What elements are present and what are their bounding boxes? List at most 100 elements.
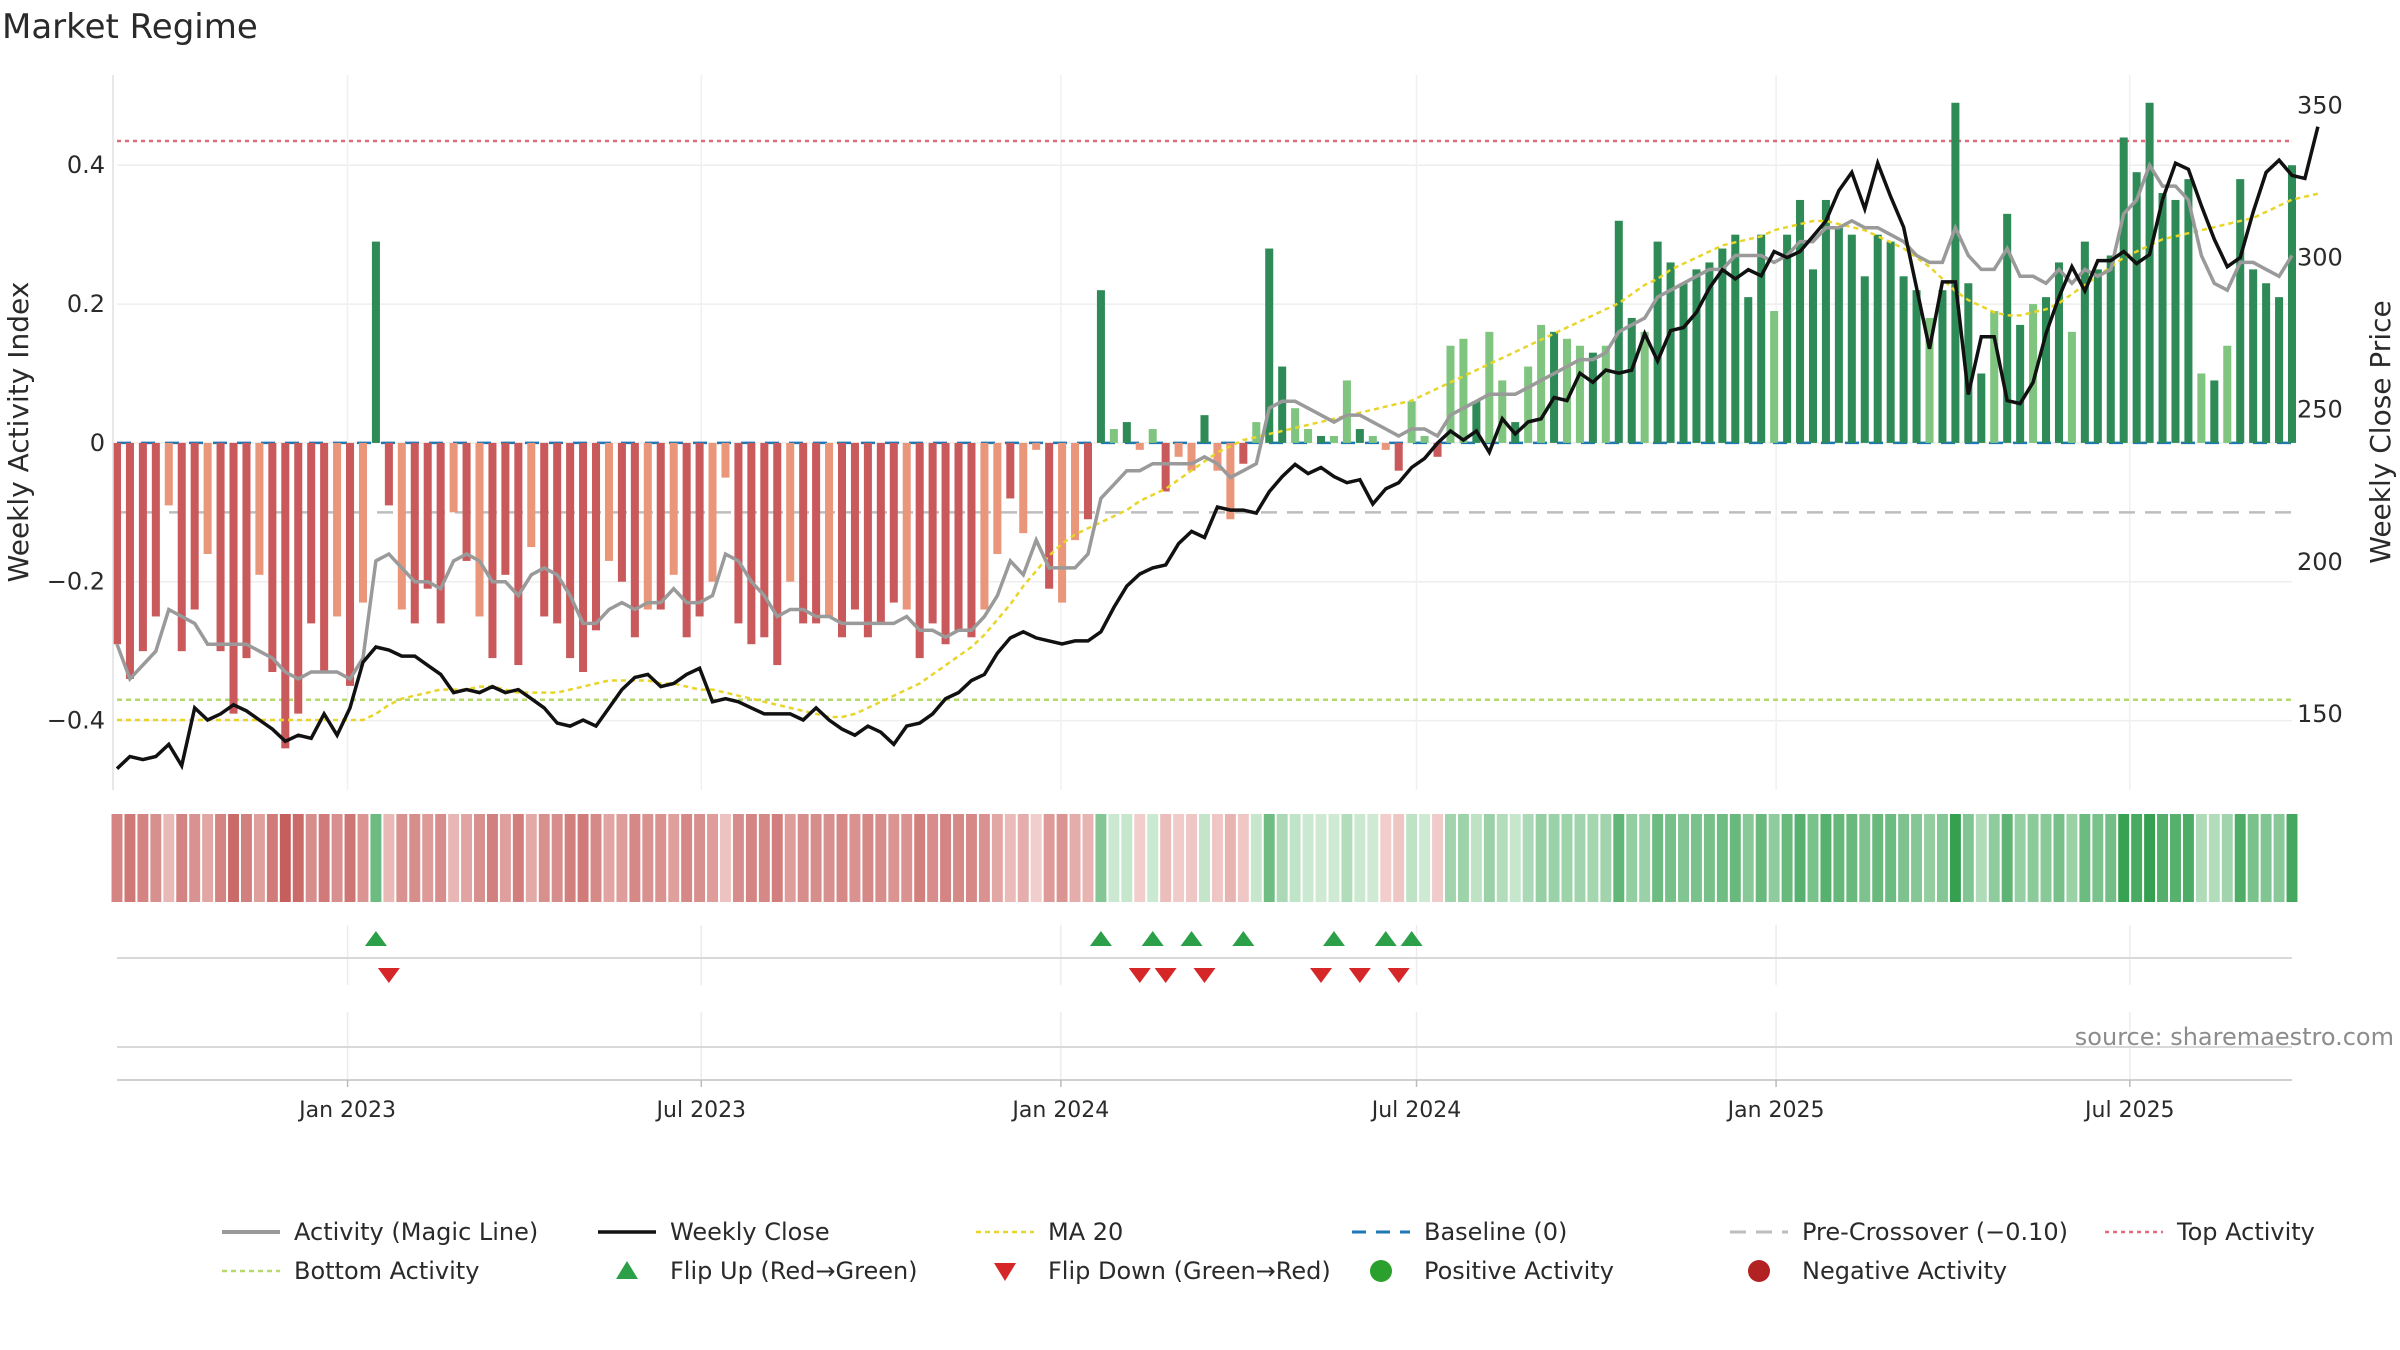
flip-down-marker <box>1310 968 1333 983</box>
regime-cell <box>836 814 848 902</box>
right-tick-label: 200 <box>2297 548 2343 576</box>
x-axis: Jan 2023 Jul 2023 Jan 2024 Jul 2024 Jan 2025… <box>117 1079 2292 1123</box>
positive-activity-bar <box>1886 241 1895 443</box>
regime-cell <box>1030 814 1042 902</box>
regime-cell <box>538 814 550 902</box>
regime-cell <box>797 814 809 902</box>
flip-markers-panel <box>117 931 2292 1048</box>
positive-activity-bar <box>371 241 380 443</box>
positive-activity-bar <box>2197 373 2206 443</box>
negative-activity-bar <box>242 442 251 659</box>
regime-cell <box>2260 814 2272 902</box>
negative-activity-bar <box>307 442 316 624</box>
regime-cell <box>202 814 214 902</box>
legend-item: Positive Activity <box>1370 1257 1614 1285</box>
regime-cell <box>927 814 939 902</box>
negative-activity-bar <box>112 442 122 645</box>
negative-activity-bar <box>449 442 458 513</box>
positive-activity-bar <box>2119 137 2128 443</box>
positive-activity-bar <box>1485 331 1494 443</box>
regime-cell <box>1082 814 1094 902</box>
positive-activity-bar <box>1653 241 1662 443</box>
positive-activity-bar <box>1847 234 1856 443</box>
regime-cell <box>1755 814 1767 902</box>
source-note: source: sharemaestro.com <box>2075 1023 2394 1051</box>
regime-cell <box>2157 814 2169 902</box>
positive-activity-bar <box>1899 276 1908 443</box>
regime-cell <box>914 814 926 902</box>
negative-activity-bar <box>617 442 626 582</box>
regime-cell <box>875 814 887 902</box>
left-tick-label: −0.2 <box>47 568 105 596</box>
regime-cell <box>810 814 822 902</box>
regime-cell <box>383 814 395 902</box>
regime-cell <box>1548 814 1560 902</box>
flip-down-marker <box>1348 968 1371 983</box>
positive-activity-bar <box>2223 345 2232 443</box>
regime-cell <box>940 814 952 902</box>
regime-cell <box>1859 814 1871 902</box>
activity-bars <box>112 102 2297 749</box>
positive-activity-bar <box>2067 331 2076 443</box>
positive-activity-bar <box>1731 234 1740 443</box>
regime-cell <box>1949 814 1961 902</box>
regime-cell <box>564 814 576 902</box>
regime-cell <box>137 814 149 902</box>
positive-activity-bar <box>1407 401 1416 443</box>
flip-up-marker <box>1232 931 1255 946</box>
regime-cell <box>2208 814 2220 902</box>
activity-magic-line <box>115 161 2294 683</box>
negative-activity-bar <box>889 442 898 603</box>
regime-cell <box>888 814 900 902</box>
negative-activity-bar <box>397 442 406 610</box>
regime-cell <box>2221 814 2233 902</box>
regime-cell <box>253 814 265 902</box>
left-tick-label: 0 <box>90 429 105 457</box>
positive-activity-bar <box>1834 227 1843 443</box>
regime-cell <box>1250 814 1262 902</box>
positive-activity-bar <box>2236 179 2245 443</box>
regime-cell <box>1354 814 1366 902</box>
legend: Activity (Magic Line) Weekly Close MA 20 Ba… <box>222 1218 2315 1285</box>
positive-activity-bar <box>1355 429 1364 443</box>
regime-cell <box>318 814 330 902</box>
legend-label: Positive Activity <box>1424 1257 1614 1285</box>
legend-item: Top Activity <box>2105 1218 2315 1246</box>
regime-cell <box>1975 814 1987 902</box>
regime-cell <box>1652 814 1664 902</box>
regime-cell <box>344 814 356 902</box>
left-tick-label: −0.4 <box>47 707 105 735</box>
legend-item: Pre-Crossover (−0.10) <box>1730 1218 2068 1246</box>
positive-activity-bar <box>1977 373 1986 443</box>
negative-activity-bar <box>514 442 523 666</box>
regime-cell <box>1846 814 1858 902</box>
negative-activity-bar <box>1226 442 1235 520</box>
x-tick-label: Jan 2024 <box>1010 1098 1109 1123</box>
positive-activity-bar <box>1304 429 1313 443</box>
regime-cell <box>1393 814 1405 902</box>
regime-cell <box>448 814 460 902</box>
positive-activity-bar <box>1770 311 1779 443</box>
regime-cell <box>1781 814 1793 902</box>
positive-activity-bar <box>2145 102 2154 443</box>
positive-activity-bar <box>1808 269 1817 443</box>
negative-activity-bar <box>825 442 834 617</box>
positive-activity-bar <box>2042 297 2051 443</box>
positive-activity-bar <box>1860 276 1869 443</box>
regime-cell <box>1483 814 1495 902</box>
regime-cell <box>603 814 615 902</box>
positive-activity-bar <box>1200 415 1209 443</box>
negative-activity-bar <box>1006 442 1015 499</box>
weekly-close-line <box>115 126 2320 771</box>
regime-cell <box>1069 814 1081 902</box>
negative-activity-bar <box>812 442 821 624</box>
negative-activity-bar <box>527 442 536 548</box>
regime-cell <box>474 814 485 902</box>
positive-activity-bar <box>1537 324 1546 443</box>
regime-cell <box>901 814 913 902</box>
positive-activity-bar <box>2184 179 2193 443</box>
regime-strip <box>111 814 2298 902</box>
negative-activity-bar <box>177 442 186 652</box>
regime-cell <box>1742 814 1754 902</box>
